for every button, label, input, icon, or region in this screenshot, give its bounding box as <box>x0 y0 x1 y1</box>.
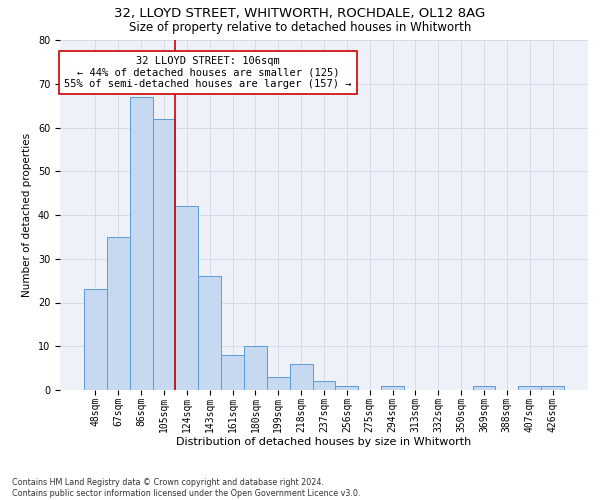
Bar <box>473 386 496 390</box>
Bar <box>198 276 221 390</box>
Bar <box>541 386 564 390</box>
Bar <box>518 386 541 390</box>
Text: Size of property relative to detached houses in Whitworth: Size of property relative to detached ho… <box>129 21 471 34</box>
Bar <box>152 118 175 390</box>
Y-axis label: Number of detached properties: Number of detached properties <box>22 133 32 297</box>
Bar <box>290 364 313 390</box>
Bar <box>221 355 244 390</box>
Bar <box>267 377 290 390</box>
Bar <box>84 290 107 390</box>
Text: 32 LLOYD STREET: 106sqm
← 44% of detached houses are smaller (125)
55% of semi-d: 32 LLOYD STREET: 106sqm ← 44% of detache… <box>64 56 352 89</box>
X-axis label: Distribution of detached houses by size in Whitworth: Distribution of detached houses by size … <box>176 437 472 447</box>
Bar <box>244 346 267 390</box>
Bar <box>381 386 404 390</box>
Bar <box>130 97 152 390</box>
Text: Contains HM Land Registry data © Crown copyright and database right 2024.
Contai: Contains HM Land Registry data © Crown c… <box>12 478 361 498</box>
Bar <box>107 237 130 390</box>
Bar <box>335 386 358 390</box>
Text: 32, LLOYD STREET, WHITWORTH, ROCHDALE, OL12 8AG: 32, LLOYD STREET, WHITWORTH, ROCHDALE, O… <box>115 8 485 20</box>
Bar <box>175 206 198 390</box>
Bar <box>313 381 335 390</box>
